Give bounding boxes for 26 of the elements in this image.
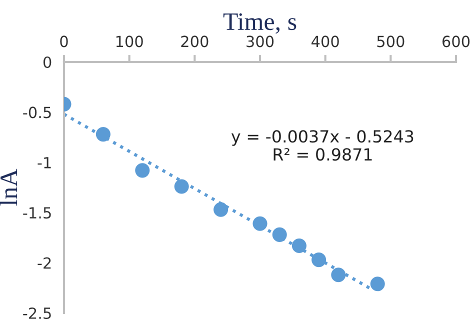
y-tick-label: -2.5 bbox=[23, 307, 51, 320]
x-tick-label: 400 bbox=[312, 36, 339, 48]
point bbox=[96, 127, 110, 142]
y-tick-label: 0 bbox=[43, 56, 52, 68]
x-tick-label: 300 bbox=[246, 36, 274, 48]
point bbox=[331, 268, 346, 282]
point bbox=[135, 163, 150, 178]
point bbox=[370, 276, 385, 292]
y-axis-title: lnA bbox=[0, 168, 18, 206]
point bbox=[312, 252, 326, 268]
point bbox=[214, 202, 228, 217]
x-tick-label: 100 bbox=[116, 36, 143, 48]
x-tick-label: 500 bbox=[377, 36, 404, 48]
point bbox=[174, 179, 189, 194]
x-tick-label: 200 bbox=[181, 36, 208, 48]
point bbox=[272, 227, 287, 242]
x-axis-title: Time, s bbox=[223, 13, 296, 34]
point bbox=[252, 216, 268, 231]
y-tick-label: -1 bbox=[38, 157, 51, 168]
y-tick-label: -0.5 bbox=[23, 106, 51, 118]
point bbox=[292, 238, 306, 254]
annotation: y = -0.0037x - 0.5243 R² = 0.9871 bbox=[231, 130, 414, 161]
y-tick-label: -1.5 bbox=[23, 207, 51, 219]
x-tick-label: 0 bbox=[60, 36, 68, 48]
y-tick-label: -2 bbox=[38, 257, 51, 269]
x-tick-label: 600 bbox=[442, 36, 470, 48]
